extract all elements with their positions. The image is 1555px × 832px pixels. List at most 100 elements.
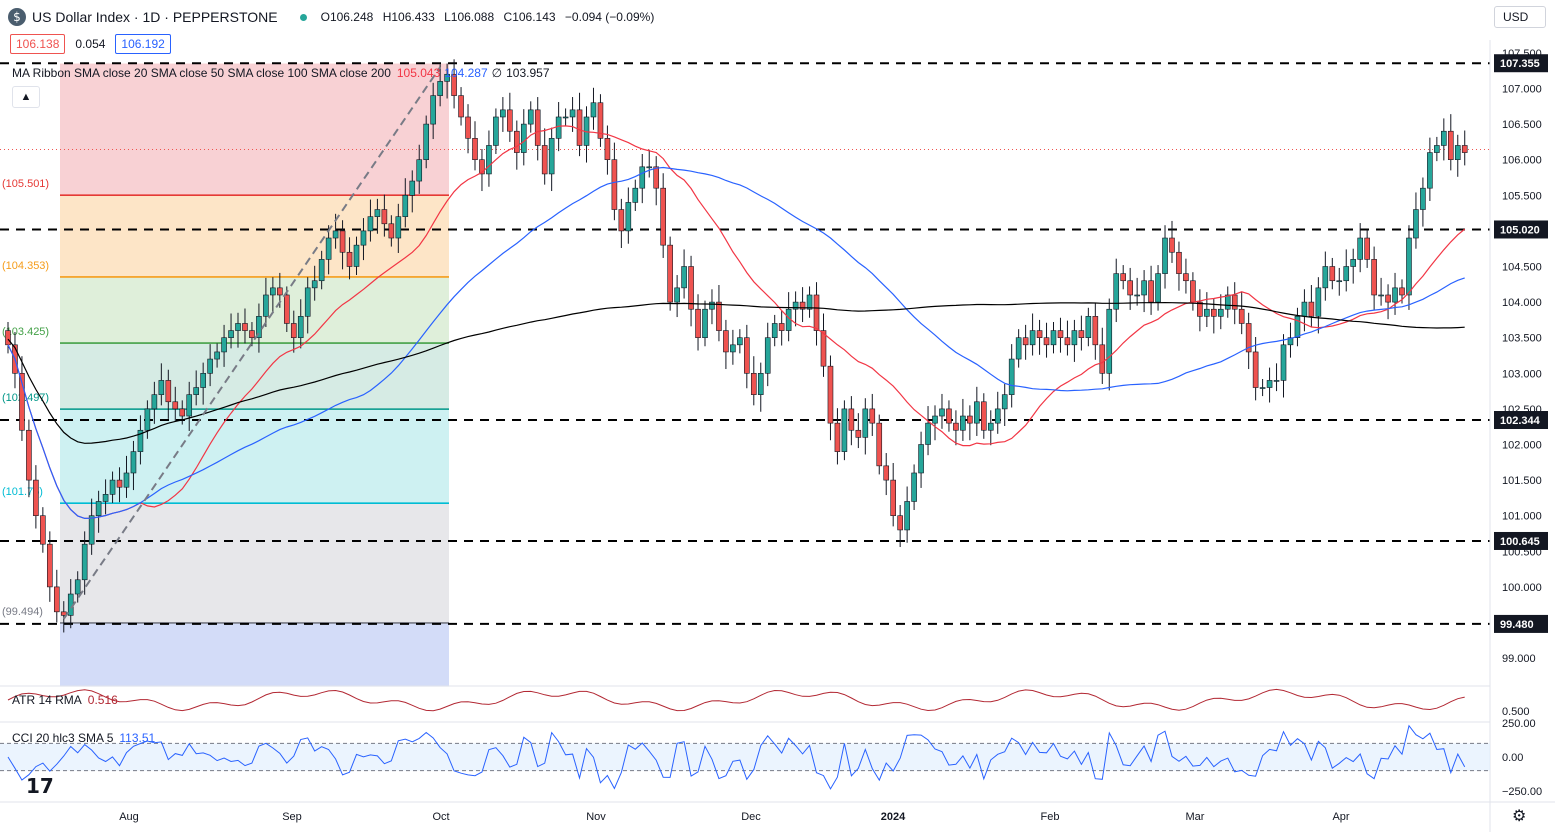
candle-body — [409, 180, 416, 196]
price-tick-label: 106.000 — [1502, 155, 1542, 167]
candle-body — [757, 372, 764, 395]
candle-body — [19, 372, 25, 431]
chevron-up-icon: ▲ — [20, 91, 32, 103]
candle-body — [1162, 237, 1168, 274]
candle-body — [207, 358, 213, 374]
candle-body — [597, 102, 604, 139]
candle-body — [367, 216, 374, 232]
candle-body — [653, 166, 660, 189]
time-tick-label: Aug — [119, 811, 139, 823]
cci-tick-label: 250.00 — [1502, 718, 1536, 730]
open-label: O — [320, 10, 330, 24]
candle-body — [562, 116, 569, 119]
candle-body — [834, 422, 841, 452]
cci-line — [7, 724, 1466, 790]
time-tick-label: Nov — [586, 811, 606, 823]
level-price-tag — [1494, 220, 1548, 239]
candle-body — [193, 387, 199, 395]
candle-body — [144, 408, 151, 431]
candle-body — [1183, 273, 1189, 282]
trend-line[interactable] — [62, 66, 441, 620]
cci-legend[interactable]: CCI 20 hlc3 SMA 5 113.51 — [12, 731, 155, 745]
time-tick-label: 2024 — [881, 811, 906, 823]
sma50-value: 104.287 — [444, 66, 488, 80]
candle-body — [1259, 387, 1266, 389]
candle-body — [33, 479, 39, 517]
candle-body — [646, 166, 653, 169]
candle-body — [1287, 337, 1294, 346]
candle-body — [1190, 280, 1196, 303]
candle-body — [1078, 330, 1085, 338]
candle-body — [1454, 145, 1461, 161]
level-price-tag-label: 100.645 — [1500, 536, 1540, 548]
tradingview-logo-icon[interactable]: 17 — [26, 774, 54, 798]
buy-button[interactable]: 106.192 — [115, 34, 171, 54]
candle-body — [26, 429, 32, 481]
candle-body — [1134, 294, 1140, 297]
price-tick-label: 100.000 — [1502, 582, 1542, 594]
fib-level-label: (103.425) — [2, 326, 49, 338]
collapse-legend-button[interactable]: ▲ — [12, 86, 40, 108]
candle-body — [1036, 330, 1043, 338]
sma20-value: 105.043 — [396, 66, 441, 80]
candle-body — [1350, 259, 1357, 267]
candle-body — [904, 501, 910, 531]
candle-body — [1141, 280, 1147, 296]
candle-body — [1217, 308, 1224, 317]
sma200-line — [7, 301, 1465, 444]
candle-body — [1461, 145, 1468, 153]
candle-body — [953, 422, 959, 431]
spread-value: 0.054 — [75, 37, 106, 51]
candle-body — [325, 237, 332, 260]
price-tick-label: 104.000 — [1502, 297, 1542, 309]
candle-body — [172, 401, 179, 410]
candle-body — [165, 380, 172, 403]
currency-selector[interactable]: USD — [1494, 6, 1546, 28]
gear-icon[interactable]: ⚙ — [1512, 808, 1527, 825]
level-price-tag-label: 105.020 — [1500, 224, 1540, 236]
candle-body — [1120, 273, 1126, 282]
candle-body — [1238, 308, 1245, 324]
sell-button[interactable]: 106.138 — [10, 34, 66, 54]
candle-body — [799, 301, 806, 310]
atr-value: 0.516 — [87, 693, 118, 707]
symbol-title[interactable]: US Dollar Index · 1D · PEPPERSTONE — [32, 9, 278, 25]
candle-body — [1127, 280, 1133, 296]
candle-body — [444, 73, 450, 82]
candle-body — [520, 123, 527, 153]
ma-ribbon-legend[interactable]: MA Ribbon SMA close 20 SMA close 50 SMA … — [12, 66, 550, 80]
candle-body — [813, 294, 820, 331]
candle-body — [730, 344, 736, 353]
candle-body — [1050, 330, 1057, 346]
candle-body — [1294, 316, 1301, 338]
candle-body — [1280, 344, 1287, 381]
candle-body — [123, 472, 130, 488]
candle-body — [339, 230, 346, 253]
candle-body — [1308, 301, 1315, 317]
atr-legend[interactable]: ATR 14 RMA 0.516 — [12, 693, 118, 707]
candle-body — [297, 316, 304, 338]
candle-body — [639, 166, 646, 189]
candle-body — [548, 138, 555, 175]
candle-body — [95, 501, 102, 516]
candle-body — [1057, 330, 1064, 338]
candle-body — [249, 330, 255, 338]
candle-body — [186, 394, 193, 417]
candle-body — [764, 337, 771, 374]
candle-body — [1427, 152, 1433, 189]
ohlc-values: O106.248 H106.433 L106.088 C106.143 −0.0… — [321, 10, 655, 24]
time-tick-label: Oct — [432, 811, 449, 823]
candle-body — [890, 479, 896, 517]
high-label: H — [382, 10, 392, 24]
candle-body — [611, 159, 618, 210]
candle-body — [381, 209, 388, 225]
candle-body — [674, 287, 680, 303]
candle-body — [493, 116, 499, 146]
atr-label: ATR 14 RMA — [12, 693, 82, 707]
candle-body — [311, 280, 318, 289]
candle-body — [527, 109, 534, 125]
candle-body — [102, 494, 109, 502]
time-tick-label: Sep — [282, 811, 302, 823]
candle-body — [841, 408, 848, 452]
